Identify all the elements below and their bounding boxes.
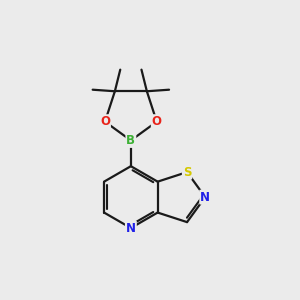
Text: N: N [200,190,210,204]
Text: O: O [152,115,162,128]
Text: B: B [126,134,135,147]
Text: S: S [183,166,191,178]
Text: N: N [126,221,136,235]
Text: O: O [100,115,110,128]
